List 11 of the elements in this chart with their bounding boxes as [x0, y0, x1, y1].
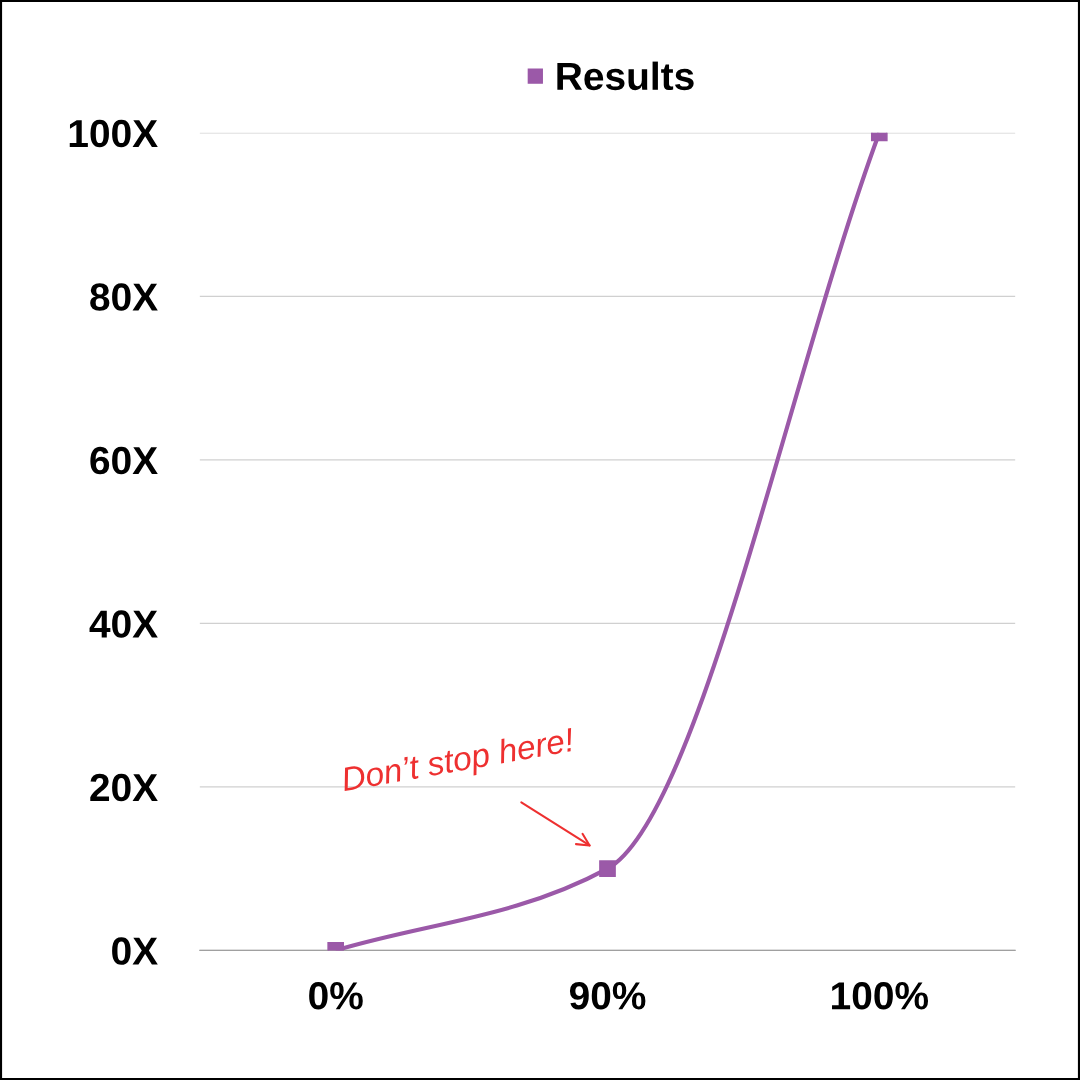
x-tick-label: 0%: [309, 981, 363, 1010]
y-tick-label: 20X: [90, 773, 158, 802]
legend-label: Results: [557, 61, 694, 91]
x-tick-label: 90%: [569, 981, 646, 1010]
y-tick-label: 0X: [112, 937, 158, 965]
y-tick-label: 80X: [90, 283, 158, 311]
x-tick-label: 100%: [832, 981, 929, 1010]
y-tick-label: 40X: [89, 610, 158, 638]
y-tick-label: 100X: [69, 119, 158, 148]
annotation: Don’t stop here!: [340, 726, 577, 798]
y-tick-label: 60X: [90, 446, 158, 475]
